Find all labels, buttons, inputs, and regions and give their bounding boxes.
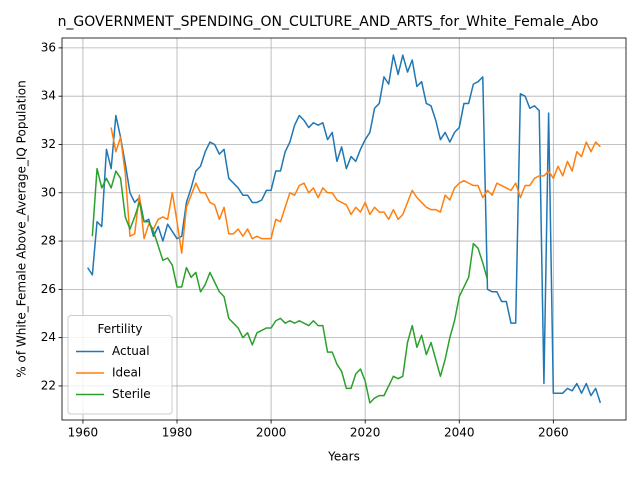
y-axis-label: % of White_Female Above_Average_IQ Popul… — [15, 80, 29, 377]
chart-title: n_GOVERNMENT_SPENDING_ON_CULTURE_AND_ART… — [58, 14, 599, 30]
series-line — [91, 167, 489, 404]
series-line — [110, 127, 601, 254]
x-tick-label: 2020 — [350, 426, 381, 440]
y-tick-label: 26 — [41, 282, 56, 296]
x-tick-label: 2000 — [256, 426, 287, 440]
y-tick-label: 24 — [41, 330, 56, 344]
x-tick-label: 2060 — [538, 426, 569, 440]
x-tick-label: 1960 — [68, 426, 99, 440]
x-tick-label: 2040 — [444, 426, 475, 440]
x-axis-label: Years — [327, 450, 360, 464]
y-tick-label: 30 — [41, 185, 56, 199]
y-tick-label: 36 — [41, 40, 56, 54]
legend-box — [67, 315, 173, 415]
x-tick-label: 1980 — [162, 426, 193, 440]
legend-label: Sterile — [112, 387, 151, 401]
legend-title: Fertility — [97, 322, 142, 336]
legend: Fertility Actual Ideal Sterile — [67, 315, 173, 415]
y-tick-label: 28 — [41, 234, 56, 248]
y-tick-label: 34 — [41, 89, 56, 103]
legend-label: Actual — [112, 344, 150, 358]
y-tick-label: 22 — [41, 378, 56, 392]
legend-label: Ideal — [112, 366, 141, 380]
y-tick-label: 32 — [41, 137, 56, 151]
axes-frame — [61, 37, 627, 421]
series-line — [87, 54, 602, 404]
